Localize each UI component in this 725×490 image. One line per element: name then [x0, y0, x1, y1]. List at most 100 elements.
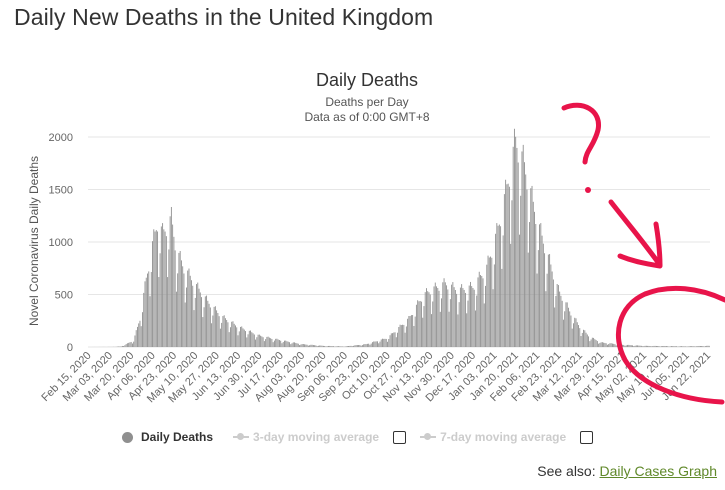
daily-deaths-bar — [564, 311, 566, 347]
daily-deaths-bar — [541, 235, 543, 348]
daily-deaths-bar — [335, 346, 337, 347]
daily-deaths-bar — [329, 345, 331, 347]
daily-deaths-bar — [437, 288, 439, 347]
daily-deaths-bar — [526, 189, 528, 347]
daily-deaths-bar — [333, 346, 334, 347]
7-day-average-checkbox[interactable] — [580, 430, 594, 444]
daily-deaths-bar — [258, 334, 260, 347]
daily-deaths-bar — [451, 284, 453, 347]
daily-deaths-bar — [632, 345, 633, 347]
daily-deaths-bar — [473, 289, 475, 347]
daily-deaths-bar — [130, 341, 132, 347]
daily-deaths-bar — [508, 186, 510, 347]
daily-deaths-bar — [222, 316, 224, 347]
daily-deaths-bar — [247, 334, 249, 347]
daily-deaths-bar — [659, 346, 661, 347]
daily-deaths-bar — [669, 346, 671, 347]
daily-deaths-bar — [350, 345, 352, 347]
daily-deaths-bar — [374, 341, 376, 347]
daily-deaths-bar — [263, 341, 265, 347]
daily-deaths-bar — [461, 284, 463, 347]
legend-3-day-average[interactable]: 3-day moving average — [233, 430, 379, 444]
daily-deaths-bar — [601, 342, 603, 347]
daily-deaths-bar — [251, 332, 253, 347]
daily-deaths-bar — [402, 324, 404, 347]
legend-daily-deaths[interactable]: Daily Deaths — [122, 430, 213, 444]
daily-deaths-bar — [486, 264, 488, 347]
daily-deaths-bar — [480, 275, 481, 347]
daily-deaths-bar — [256, 337, 258, 347]
daily-deaths-bar — [540, 223, 542, 347]
daily-deaths-bar — [142, 312, 143, 347]
daily-deaths-bar — [214, 306, 216, 347]
daily-deaths-bar — [667, 346, 669, 347]
daily-deaths-bar — [360, 345, 362, 347]
daily-deaths-bar — [571, 328, 573, 347]
question-mark-dot — [585, 187, 591, 193]
daily-deaths-bar — [441, 298, 442, 347]
daily-deaths-bar — [547, 254, 549, 347]
daily-deaths-bar — [216, 310, 218, 347]
daily-deaths-bar — [389, 335, 391, 347]
daily-deaths-bar — [355, 345, 357, 347]
daily-deaths-bar — [123, 346, 125, 347]
daily-deaths-bar — [191, 280, 192, 347]
daily-deaths-bar — [585, 332, 587, 347]
daily-deaths-bar — [377, 341, 378, 347]
daily-deaths-bar — [201, 297, 202, 348]
daily-deaths-bar — [241, 326, 243, 347]
daily-deaths-bar — [501, 268, 503, 347]
daily-deaths-bar — [481, 275, 483, 347]
daily-deaths-bar — [159, 253, 161, 347]
question-mark-stroke — [561, 102, 601, 165]
daily-deaths-bar — [702, 346, 704, 347]
daily-deaths-bar — [365, 344, 367, 347]
daily-deaths-bar — [202, 317, 204, 347]
daily-deaths-bar — [178, 252, 180, 347]
daily-deaths-bar — [684, 346, 686, 347]
y-tick-label: 1000 — [49, 237, 73, 249]
daily-deaths-bar — [599, 342, 601, 347]
daily-deaths-bar — [576, 322, 578, 347]
daily-deaths-bar — [594, 339, 596, 347]
daily-deaths-bar — [643, 346, 645, 347]
daily-deaths-bar — [213, 306, 215, 347]
daily-deaths-bar — [349, 345, 351, 347]
daily-deaths-bar — [662, 346, 664, 347]
daily-cases-graph-link[interactable]: Daily Cases Graph — [599, 463, 718, 479]
daily-deaths-bar — [363, 344, 365, 347]
daily-deaths-bar — [672, 346, 674, 347]
daily-deaths-bar — [694, 346, 696, 347]
daily-deaths-bar — [331, 346, 333, 347]
daily-deaths-bar — [511, 200, 513, 347]
daily-deaths-bar — [525, 174, 527, 347]
daily-deaths-bar — [148, 271, 150, 347]
daily-deaths-bar — [226, 320, 228, 347]
daily-deaths-bar — [356, 345, 358, 347]
daily-deaths-bar — [138, 323, 140, 347]
daily-deaths-bar — [666, 346, 667, 347]
daily-deaths-bar — [444, 282, 446, 347]
daily-deaths-bar — [198, 288, 200, 347]
legend-7-day-average[interactable]: 7-day moving average — [420, 430, 566, 444]
3-day-average-checkbox[interactable] — [393, 430, 407, 444]
daily-deaths-bar — [169, 216, 171, 347]
daily-deaths-bar — [307, 345, 309, 347]
daily-deaths-bar — [654, 345, 656, 347]
daily-deaths-bar — [687, 346, 689, 347]
daily-deaths-bar — [443, 278, 445, 347]
daily-deaths-bar — [645, 345, 647, 347]
daily-deaths-bar — [471, 286, 473, 347]
legend-daily-deaths-label: Daily Deaths — [141, 430, 214, 444]
daily-deaths-bar — [291, 343, 293, 347]
daily-deaths-bar — [491, 257, 493, 347]
daily-deaths-bar — [534, 211, 535, 347]
daily-deaths-bar — [539, 224, 541, 347]
daily-deaths-bar — [588, 336, 590, 347]
daily-deaths-bar — [238, 331, 240, 347]
daily-deaths-bar — [584, 330, 586, 347]
daily-deaths-bar — [644, 345, 646, 347]
daily-deaths-bar — [276, 338, 278, 347]
daily-deaths-bar — [689, 346, 691, 347]
daily-deaths-bar — [640, 345, 642, 347]
